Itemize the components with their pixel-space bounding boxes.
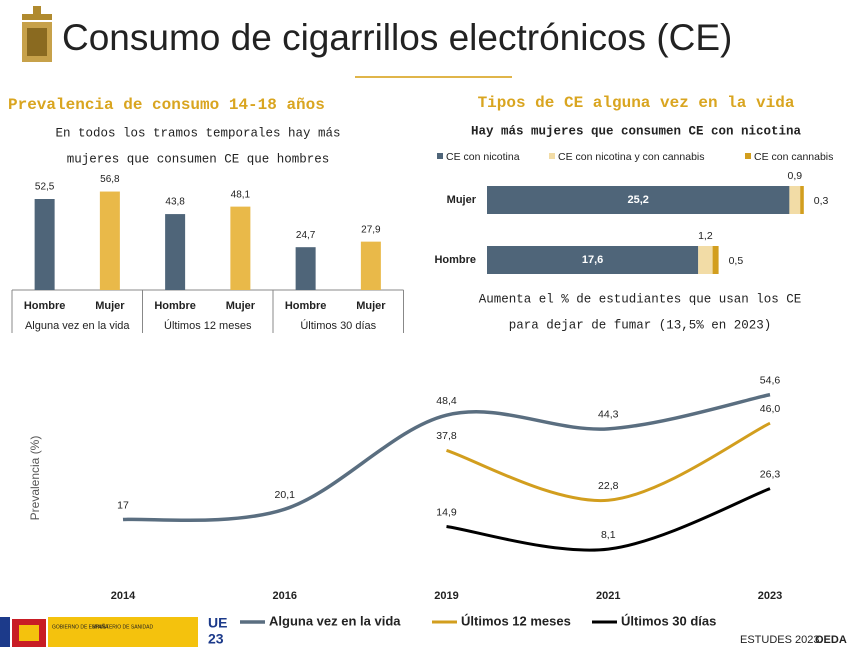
legend-label: Mujer	[356, 300, 386, 312]
chart-subtitle: Hay más mujeres que consumen CE con nico…	[471, 124, 802, 138]
bar-segment	[789, 186, 801, 214]
data-label: 52,5	[35, 182, 55, 193]
source: ESTUDES 2023.	[740, 634, 823, 646]
data-label: 17	[117, 499, 129, 511]
bar	[165, 214, 186, 290]
x-tick-label: 2014	[111, 590, 136, 602]
chart-subtitle: En todos los tramos temporales hay más	[55, 126, 340, 140]
icon	[22, 6, 52, 62]
eu-logo: UE	[208, 615, 227, 631]
legend-label: CE con cannabis	[754, 151, 833, 163]
series-line	[446, 487, 771, 552]
group-label: Alguna vez en la vida	[25, 320, 130, 332]
data-label: 26,3	[760, 468, 781, 480]
ministry-text: MINISTERIO DE SANIDAD	[92, 624, 154, 630]
org: OEDA	[815, 634, 847, 646]
data-label: 27,9	[361, 224, 381, 235]
bar	[99, 191, 120, 290]
data-label: 17,6	[582, 254, 603, 266]
data-label: 22,8	[598, 480, 619, 492]
data-label: 0,9	[787, 170, 802, 182]
data-label: 1,2	[698, 230, 713, 242]
x-tick-label: 2021	[596, 590, 620, 602]
slide-title: Consumo de cigarrillos electrónicos (CE)	[62, 17, 732, 58]
data-label: 43,8	[165, 197, 185, 208]
data-label: 24,7	[296, 230, 316, 241]
data-label: 48,4	[436, 395, 457, 407]
bar	[360, 241, 381, 290]
legend-label: CE con nicotina	[446, 151, 520, 163]
data-label: 20,1	[275, 489, 296, 501]
legend-label: Mujer	[95, 300, 125, 312]
bar-segment	[698, 246, 713, 274]
group-label: Últimos 30 días	[300, 319, 376, 332]
chart-title: Tipos de CE alguna vez en la vida	[478, 94, 795, 112]
data-label: 0,5	[729, 255, 744, 267]
category-label: Mujer	[447, 194, 477, 206]
bar	[295, 247, 316, 290]
category-label: Hombre	[434, 254, 476, 266]
data-label: 37,8	[436, 430, 457, 442]
legend-label: Hombre	[154, 300, 196, 312]
data-label: 25,2	[627, 194, 648, 206]
y-axis-label: Prevalencia (%)	[28, 436, 42, 521]
legend-swatch	[745, 153, 751, 159]
data-label: 0,3	[814, 195, 829, 207]
data-label: 8,1	[601, 529, 616, 541]
chart-title: Prevalencia de consumo 14-18 años	[8, 96, 325, 114]
legend-label: Hombre	[24, 300, 66, 312]
bar	[34, 199, 55, 290]
legend-label: Últimos 12 meses	[461, 613, 571, 628]
data-label: 54,6	[760, 374, 781, 386]
x-tick-label: 2016	[273, 590, 297, 602]
x-tick-label: 2019	[434, 590, 458, 602]
series-line	[122, 392, 771, 523]
data-label: 46,0	[760, 403, 781, 415]
data-label: 56,8	[100, 174, 120, 185]
annotation: Aumenta el % de estudiantes que usan los…	[479, 292, 802, 306]
group-label: Últimos 12 meses	[164, 319, 252, 332]
legend-label: Hombre	[285, 300, 327, 312]
chart-subtitle: mujeres que consumen CE que hombres	[67, 152, 330, 166]
data-label: 14,9	[436, 506, 457, 518]
legend-label: Mujer	[226, 300, 256, 312]
bar-segment	[800, 186, 804, 214]
series-line	[446, 421, 771, 502]
annotation: para dejar de fumar (13,5% en 2023)	[509, 318, 772, 332]
bar-segment	[487, 186, 790, 214]
data-label: 44,3	[598, 409, 619, 421]
legend-label: CE con nicotina y con cannabis	[558, 151, 705, 163]
gov-text: GOBIERNO DE ESPAÑA	[52, 623, 109, 630]
legend-swatch	[549, 153, 555, 159]
legend-label: Alguna vez en la vida	[269, 613, 401, 628]
footer: GOBIERNO DE ESPAÑA MINISTERIO DE SANIDAD…	[0, 615, 847, 647]
legend-swatch	[437, 153, 443, 159]
bar	[230, 206, 251, 290]
data-label: 48,1	[231, 189, 251, 200]
bar-segment	[487, 246, 699, 274]
legend-label: Últimos 30 días	[621, 613, 716, 628]
x-tick-label: 2023	[758, 590, 782, 602]
bar-segment	[712, 246, 719, 274]
eu-logo: 23	[208, 631, 224, 647]
